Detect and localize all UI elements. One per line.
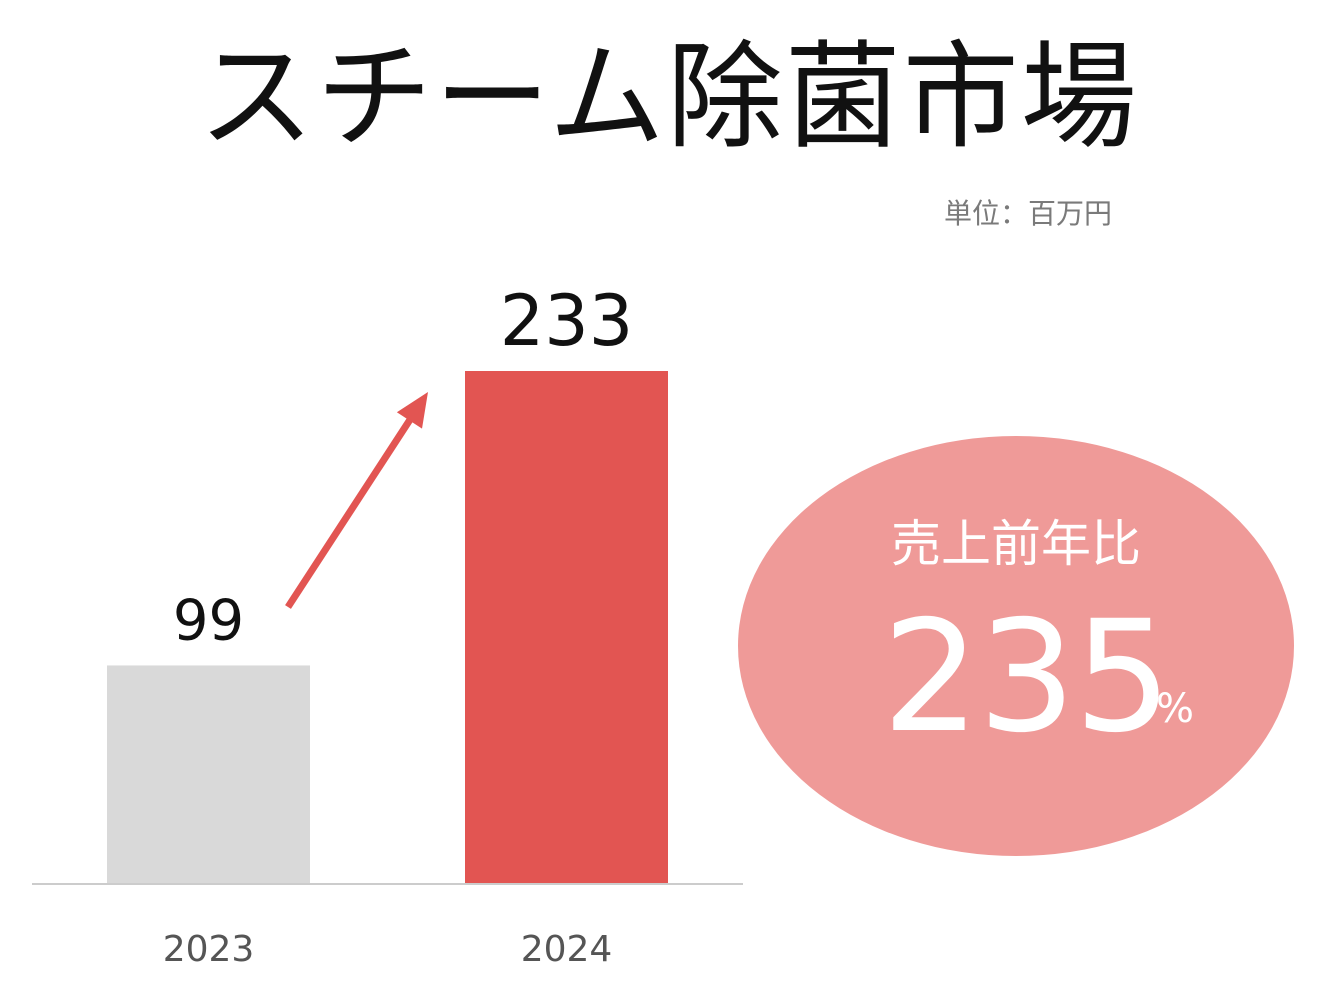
bar-2023 [107, 665, 310, 883]
page-title: スチーム除菌市場 [198, 30, 1139, 165]
growth-callout-label: 売上前年比 [891, 515, 1141, 573]
growth-callout-value: 235 [882, 588, 1172, 767]
growth-arrow-head-icon [396, 392, 428, 429]
unit-label: 単位：百万円 [943, 197, 1112, 230]
growth-callout-unit: % [1156, 686, 1195, 732]
value-label-2023: 99 [173, 588, 244, 653]
growth-callout: 売上前年比 235 % [738, 436, 1294, 856]
bar-2024 [465, 371, 668, 883]
growth-arrow-shaft [285, 416, 414, 609]
value-label-2024: 233 [500, 280, 634, 362]
x-tick-label-2024: 2024 [521, 929, 613, 970]
x-tick-label-2023: 2023 [163, 929, 255, 970]
